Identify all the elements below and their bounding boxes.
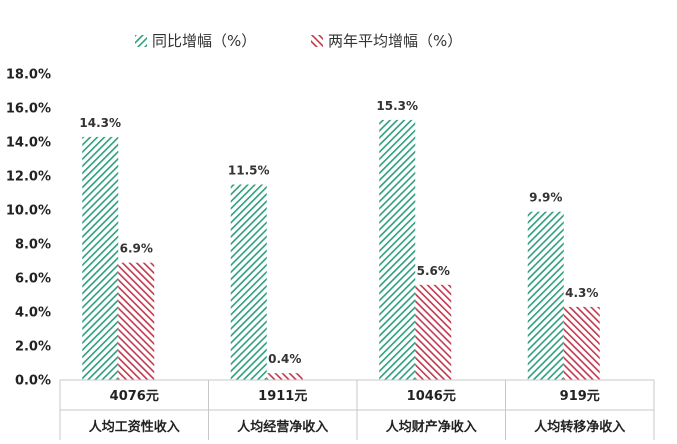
- category-amount: 1911元: [258, 389, 307, 404]
- y-tick-label: 0.0%: [15, 374, 51, 389]
- bar-series-1-1: [266, 373, 303, 380]
- legend-label-series-1: 两年平均增幅（%）: [328, 32, 462, 50]
- data-label-series-0-1: 11.5%: [228, 164, 270, 178]
- category-name: 人均经营净收入: [237, 419, 328, 435]
- y-tick-label: 8.0%: [15, 238, 51, 253]
- bar-series-1-0: [118, 262, 155, 380]
- data-label-series-1-2: 5.6%: [417, 264, 450, 278]
- legend-item-series-0: 同比增幅（%）: [135, 32, 256, 50]
- category-name: 人均转移净收入: [534, 419, 625, 435]
- category-amount: 1046元: [407, 389, 456, 404]
- bar-series-0-1: [230, 184, 267, 380]
- category-amount: 919元: [560, 389, 600, 404]
- data-label-series-1-1: 0.4%: [268, 352, 301, 366]
- y-tick-label: 12.0%: [6, 170, 51, 185]
- category-amount: 4076元: [110, 389, 159, 404]
- data-label-series-1-0: 6.9%: [120, 242, 153, 256]
- legend-item-series-1: 两年平均增幅（%）: [311, 32, 462, 50]
- y-axis-ticks: 0.0% 2.0% 4.0% 6.0% 8.0% 10.0% 12.0% 14.0% 16.0%…: [6, 68, 51, 389]
- data-label-series-0-2: 15.3%: [376, 99, 418, 113]
- data-label-series-0-0: 14.3%: [79, 116, 121, 130]
- bar-series-0-3: [527, 211, 564, 380]
- bar-series-1-3: [563, 306, 600, 380]
- y-tick-label: 10.0%: [6, 204, 51, 219]
- category-name: 人均财产净收入: [386, 419, 477, 435]
- y-tick-label: 14.0%: [6, 136, 51, 151]
- bar-series-0-0: [82, 136, 119, 380]
- bar-series-1-2: [415, 284, 452, 380]
- legend-swatch-series-1: [311, 35, 323, 47]
- data-labels: 14.3% 6.9% 11.5% 0.4% 15.3% 5.6% 9.9% 4.3%: [79, 99, 598, 366]
- category-name: 人均工资性收入: [89, 419, 180, 435]
- y-tick-label: 6.0%: [15, 272, 51, 287]
- bars: [82, 119, 600, 381]
- y-tick-label: 18.0%: [6, 68, 51, 83]
- y-tick-label: 16.0%: [6, 102, 51, 117]
- y-tick-label: 4.0%: [15, 306, 51, 321]
- legend-label-series-0: 同比增幅（%）: [152, 32, 256, 50]
- legend-swatch-series-0: [135, 35, 147, 47]
- legend: 同比增幅（%） 两年平均增幅（%）: [135, 32, 462, 50]
- data-label-series-0-3: 9.9%: [529, 191, 562, 205]
- data-label-series-1-3: 4.3%: [565, 286, 598, 300]
- y-tick-label: 2.0%: [15, 340, 51, 355]
- bar-series-0-2: [379, 119, 416, 381]
